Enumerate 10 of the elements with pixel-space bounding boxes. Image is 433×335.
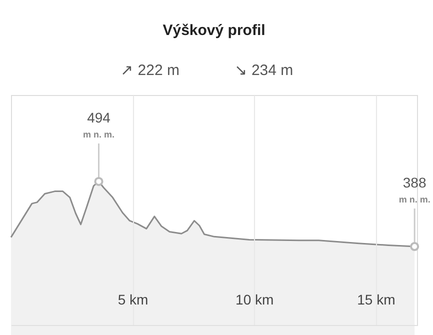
- chart-title: Výškový profil: [162, 22, 266, 39]
- x-tick-label: 5 km: [118, 292, 148, 308]
- annotation: m n. m.: [398, 194, 430, 204]
- x-tick-label: 15 km: [357, 292, 396, 308]
- text: ↘ 234 m: [234, 62, 294, 79]
- text: ↗ 222 m: [120, 62, 180, 79]
- annotation: m n. m.: [83, 129, 115, 140]
- x-tick-label: 10 km: [236, 292, 274, 308]
- data-label: 494: [87, 109, 111, 126]
- data-label: 388: [402, 174, 426, 190]
